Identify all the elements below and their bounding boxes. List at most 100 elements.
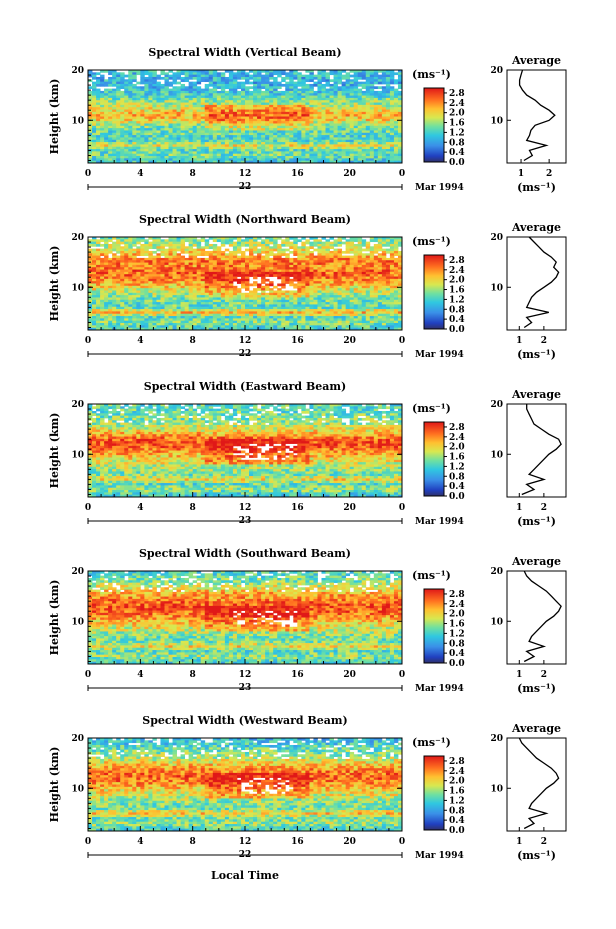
- heatmap-cell: [245, 248, 250, 252]
- heatmap-cell: [160, 246, 165, 250]
- heatmap-cell: [285, 137, 290, 141]
- heatmap-cell: [168, 95, 173, 99]
- heatmap-cell: [112, 264, 117, 268]
- heatmap-cell: [277, 262, 282, 266]
- heatmap-cell: [277, 237, 282, 240]
- heatmap-cell: [361, 137, 367, 141]
- heatmap-cell: [309, 93, 314, 96]
- heatmap-cell: [309, 264, 314, 268]
- heatmap-cell: [265, 274, 270, 277]
- heatmap-cell: [345, 285, 351, 289]
- heatmap-cell: [389, 278, 395, 282]
- heatmap-cell: [321, 262, 326, 266]
- heatmap-cell: [289, 118, 294, 122]
- heatmap-cell: [345, 83, 351, 87]
- heatmap-cell: [261, 257, 266, 261]
- heatmap-cell: [152, 257, 157, 261]
- heatmap-cell: [224, 241, 230, 245]
- heatmap-cell: [232, 295, 238, 298]
- heatmap-cell: [132, 264, 137, 268]
- heatmap-cell: [136, 297, 141, 301]
- heatmap-cell: [329, 285, 334, 289]
- heatmap-cell: [345, 116, 351, 120]
- heatmap-cell: [301, 81, 306, 85]
- heatmap-cell: [100, 158, 105, 162]
- heatmap-cell: [365, 253, 371, 257]
- heatmap-cell: [365, 135, 371, 138]
- heatmap-cell: [172, 123, 177, 127]
- heatmap-cell: [285, 128, 290, 131]
- heatmap-cell: [325, 153, 330, 157]
- heatmap-cell: [397, 271, 403, 275]
- heatmap-cell: [196, 257, 202, 261]
- heatmap-cell: [357, 158, 363, 162]
- heatmap-cell: [277, 74, 282, 78]
- heatmap-cell: [385, 76, 391, 80]
- heatmap-cell: [132, 118, 137, 122]
- heatmap-cell: [124, 160, 129, 164]
- heatmap-cell: [253, 241, 258, 245]
- heatmap-cell: [184, 128, 190, 131]
- heatmap-cell: [164, 81, 169, 85]
- heatmap-cell: [228, 104, 234, 108]
- heatmap-cell: [216, 250, 222, 254]
- heatmap-cell: [297, 281, 302, 284]
- heatmap-cell: [120, 139, 125, 143]
- heatmap-cell: [389, 76, 395, 80]
- heatmap-cell: [184, 109, 190, 113]
- heatmap-cell: [261, 93, 266, 96]
- heatmap-cell: [208, 267, 214, 270]
- heatmap-cell: [196, 153, 202, 157]
- heatmap-cell: [132, 114, 137, 117]
- heatmap-cell: [108, 160, 113, 164]
- heatmap-cell: [357, 109, 363, 113]
- heatmap-cell: [108, 248, 113, 252]
- heatmap-cell: [321, 295, 326, 298]
- heatmap-cell: [236, 160, 242, 164]
- heatmap-cell: [245, 93, 250, 96]
- heatmap-cell: [265, 111, 270, 115]
- heatmap-cell: [132, 250, 137, 254]
- heatmap-cell: [216, 76, 222, 80]
- heatmap-cell: [92, 153, 97, 157]
- heatmap-cell: [305, 100, 310, 103]
- heatmap-cell: [124, 288, 129, 291]
- heatmap-cell: [108, 153, 113, 157]
- heatmap-cell: [140, 290, 145, 294]
- heatmap-cell: [124, 283, 129, 287]
- heatmap-cell: [393, 262, 399, 266]
- heatmap-cell: [124, 104, 129, 108]
- heatmap-cell: [261, 243, 266, 247]
- heatmap-cell: [96, 264, 101, 268]
- heatmap-cell: [200, 79, 206, 83]
- heatmap-cell: [289, 128, 294, 131]
- heatmap-cell: [212, 144, 218, 148]
- heatmap-cell: [152, 153, 157, 157]
- heatmap-cell: [96, 153, 101, 157]
- heatmap-cell: [144, 76, 149, 80]
- heatmap-cell: [192, 297, 198, 301]
- heatmap-cell: [265, 72, 270, 76]
- heatmap-cell: [365, 146, 371, 150]
- heatmap-cell: [257, 100, 262, 103]
- heatmap-cell: [148, 142, 153, 145]
- heatmap-cell: [365, 248, 371, 252]
- heatmap-cell: [361, 102, 367, 106]
- heatmap-cell: [321, 132, 326, 136]
- heatmap-cell: [184, 290, 190, 294]
- colorbar: [423, 87, 445, 163]
- heatmap-cell: [345, 142, 351, 145]
- heatmap-cell: [261, 116, 266, 120]
- heatmap-cell: [249, 93, 254, 96]
- heatmap-cell: [257, 158, 262, 162]
- heatmap-cell: [353, 97, 359, 101]
- heatmap-cell: [140, 281, 145, 284]
- heatmap-cell: [373, 118, 379, 122]
- heatmap-cell: [228, 86, 234, 90]
- heatmap-cell: [373, 274, 379, 277]
- heatmap-cell: [212, 239, 218, 243]
- heatmap-cell: [349, 121, 355, 124]
- heatmap-cell: [365, 107, 371, 110]
- heatmap-cell: [240, 142, 246, 145]
- heatmap-cell: [184, 288, 190, 291]
